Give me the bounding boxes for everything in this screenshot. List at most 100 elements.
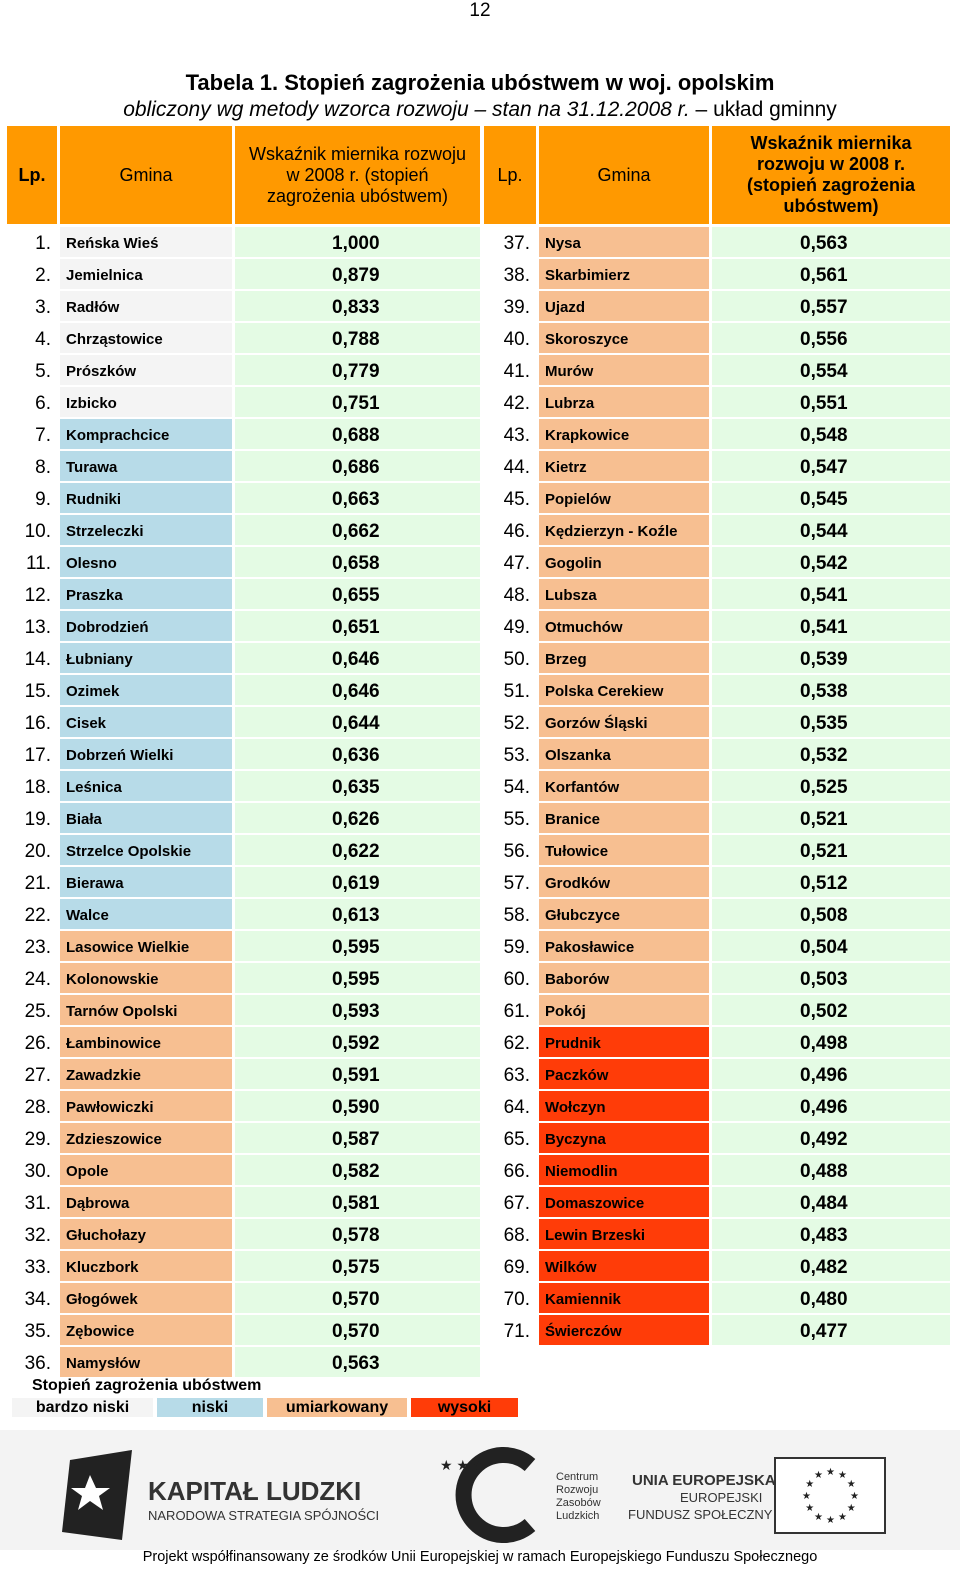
legend-high: wysoki bbox=[411, 1398, 518, 1417]
row-gmina: Jemielnica bbox=[60, 259, 232, 289]
row-value: 0,587 bbox=[235, 1123, 480, 1153]
row-lp: 5. bbox=[35, 361, 51, 382]
row-lp: 23. bbox=[24, 937, 51, 958]
row-lp: 67. bbox=[503, 1193, 530, 1214]
header-gmina-left: Gmina bbox=[60, 126, 232, 224]
row-lp: 50. bbox=[503, 649, 530, 670]
row-gmina: Baborów bbox=[539, 963, 709, 993]
row-lp: 39. bbox=[503, 297, 530, 318]
row-value: 0,590 bbox=[235, 1091, 480, 1121]
row-gmina: Zdzieszowice bbox=[60, 1123, 232, 1153]
row-value: 0,541 bbox=[712, 579, 950, 609]
row-gmina: Strzelce Opolskie bbox=[60, 835, 232, 865]
row-lp: 1. bbox=[35, 233, 51, 254]
row-value: 0,502 bbox=[712, 995, 950, 1025]
kapital-ludzki-star bbox=[71, 1475, 110, 1510]
row-value: 0,477 bbox=[712, 1315, 950, 1345]
row-lp: 3. bbox=[35, 297, 51, 318]
row-gmina: Paczków bbox=[539, 1059, 709, 1089]
row-value: 0,613 bbox=[235, 899, 480, 929]
eu-star: ★ bbox=[826, 1515, 835, 1526]
row-gmina: Olesno bbox=[60, 547, 232, 577]
eu-line3: FUNDUSZ SPOŁECZNY bbox=[628, 1507, 773, 1522]
row-gmina: Korfantów bbox=[539, 771, 709, 801]
row-value: 0,482 bbox=[712, 1251, 950, 1281]
row-lp: 25. bbox=[24, 1001, 51, 1022]
row-lp: 53. bbox=[503, 745, 530, 766]
row-lp: 29. bbox=[24, 1129, 51, 1150]
row-lp: 43. bbox=[503, 425, 530, 446]
row-gmina: Wołczyn bbox=[539, 1091, 709, 1121]
row-value: 0,651 bbox=[235, 611, 480, 641]
row-gmina: Rudniki bbox=[60, 483, 232, 513]
row-lp: 48. bbox=[503, 585, 530, 606]
row-value: 0,833 bbox=[235, 291, 480, 321]
row-lp: 26. bbox=[24, 1033, 51, 1054]
row-value: 0,496 bbox=[712, 1059, 950, 1089]
crzl-line3: Zasobów bbox=[556, 1497, 601, 1509]
row-value: 0,593 bbox=[235, 995, 480, 1025]
row-gmina: Otmuchów bbox=[539, 611, 709, 641]
row-lp: 60. bbox=[503, 969, 530, 990]
legend-very-low: bardzo niski bbox=[12, 1398, 153, 1417]
eu-flag bbox=[774, 1457, 886, 1534]
eu-star: ★ bbox=[847, 1479, 856, 1490]
row-lp: 34. bbox=[24, 1289, 51, 1310]
row-gmina: Praszka bbox=[60, 579, 232, 609]
row-gmina: Komprachcice bbox=[60, 419, 232, 449]
row-value: 0,551 bbox=[712, 387, 950, 417]
row-gmina: Gogolin bbox=[539, 547, 709, 577]
row-gmina: Dobrzeń Wielki bbox=[60, 739, 232, 769]
row-value: 0,503 bbox=[712, 963, 950, 993]
row-gmina: Kamiennik bbox=[539, 1283, 709, 1313]
row-lp: 32. bbox=[24, 1225, 51, 1246]
row-value: 0,545 bbox=[712, 483, 950, 513]
crzl-c-shape bbox=[455, 1447, 536, 1543]
row-gmina: Murów bbox=[539, 355, 709, 385]
row-gmina: Kluczbork bbox=[60, 1251, 232, 1281]
row-value: 0,504 bbox=[712, 931, 950, 961]
row-value: 0,512 bbox=[712, 867, 950, 897]
kapital-ludzki-title: KAPITAŁ LUDZKI bbox=[148, 1476, 361, 1506]
row-value: 0,578 bbox=[235, 1219, 480, 1249]
row-gmina: Opole bbox=[60, 1155, 232, 1185]
row-lp: 16. bbox=[24, 713, 51, 734]
row-value: 0,483 bbox=[712, 1219, 950, 1249]
row-gmina: Świerczów bbox=[539, 1315, 709, 1345]
header-indicator-left-label: Wskaźnik miernika rozwoju w 2008 r. (sto… bbox=[248, 143, 467, 206]
row-lp: 35. bbox=[24, 1321, 51, 1342]
row-lp: 13. bbox=[24, 617, 51, 638]
row-lp: 63. bbox=[503, 1065, 530, 1086]
row-lp: 12. bbox=[24, 585, 51, 606]
row-gmina: Cisek bbox=[60, 707, 232, 737]
eu-logo: UNIA EUROPEJSKA EUROPEJSKI FUNDUSZ SPOŁE… bbox=[628, 1457, 886, 1534]
row-gmina: Dąbrowa bbox=[60, 1187, 232, 1217]
row-gmina: Popielów bbox=[539, 483, 709, 513]
row-gmina: Pakosławice bbox=[539, 931, 709, 961]
row-value: 0,539 bbox=[712, 643, 950, 673]
row-lp: 51. bbox=[503, 681, 530, 702]
row-lp: 18. bbox=[24, 777, 51, 798]
row-value: 0,557 bbox=[712, 291, 950, 321]
row-lp: 17. bbox=[24, 745, 51, 766]
row-lp: 49. bbox=[503, 617, 530, 638]
row-value: 0,595 bbox=[235, 963, 480, 993]
row-gmina: Ozimek bbox=[60, 675, 232, 705]
row-lp: 8. bbox=[35, 457, 51, 478]
row-gmina: Lasowice Wielkie bbox=[60, 931, 232, 961]
row-gmina: Wilków bbox=[539, 1251, 709, 1281]
row-gmina: Nysa bbox=[539, 227, 709, 257]
row-value: 0,563 bbox=[235, 1347, 480, 1377]
eu-line2: EUROPEJSKI bbox=[680, 1490, 762, 1505]
row-value: 0,544 bbox=[712, 515, 950, 545]
row-value: 0,575 bbox=[235, 1251, 480, 1281]
row-gmina: Kolonowskie bbox=[60, 963, 232, 993]
row-gmina: Polska Cerekiew bbox=[539, 675, 709, 705]
row-lp: 37. bbox=[503, 233, 530, 254]
row-gmina: Biała bbox=[60, 803, 232, 833]
eu-star: ★ bbox=[847, 1503, 856, 1514]
row-value: 0,554 bbox=[712, 355, 950, 385]
row-lp: 4. bbox=[35, 329, 51, 350]
row-value: 0,496 bbox=[712, 1091, 950, 1121]
row-lp: 19. bbox=[24, 809, 51, 830]
